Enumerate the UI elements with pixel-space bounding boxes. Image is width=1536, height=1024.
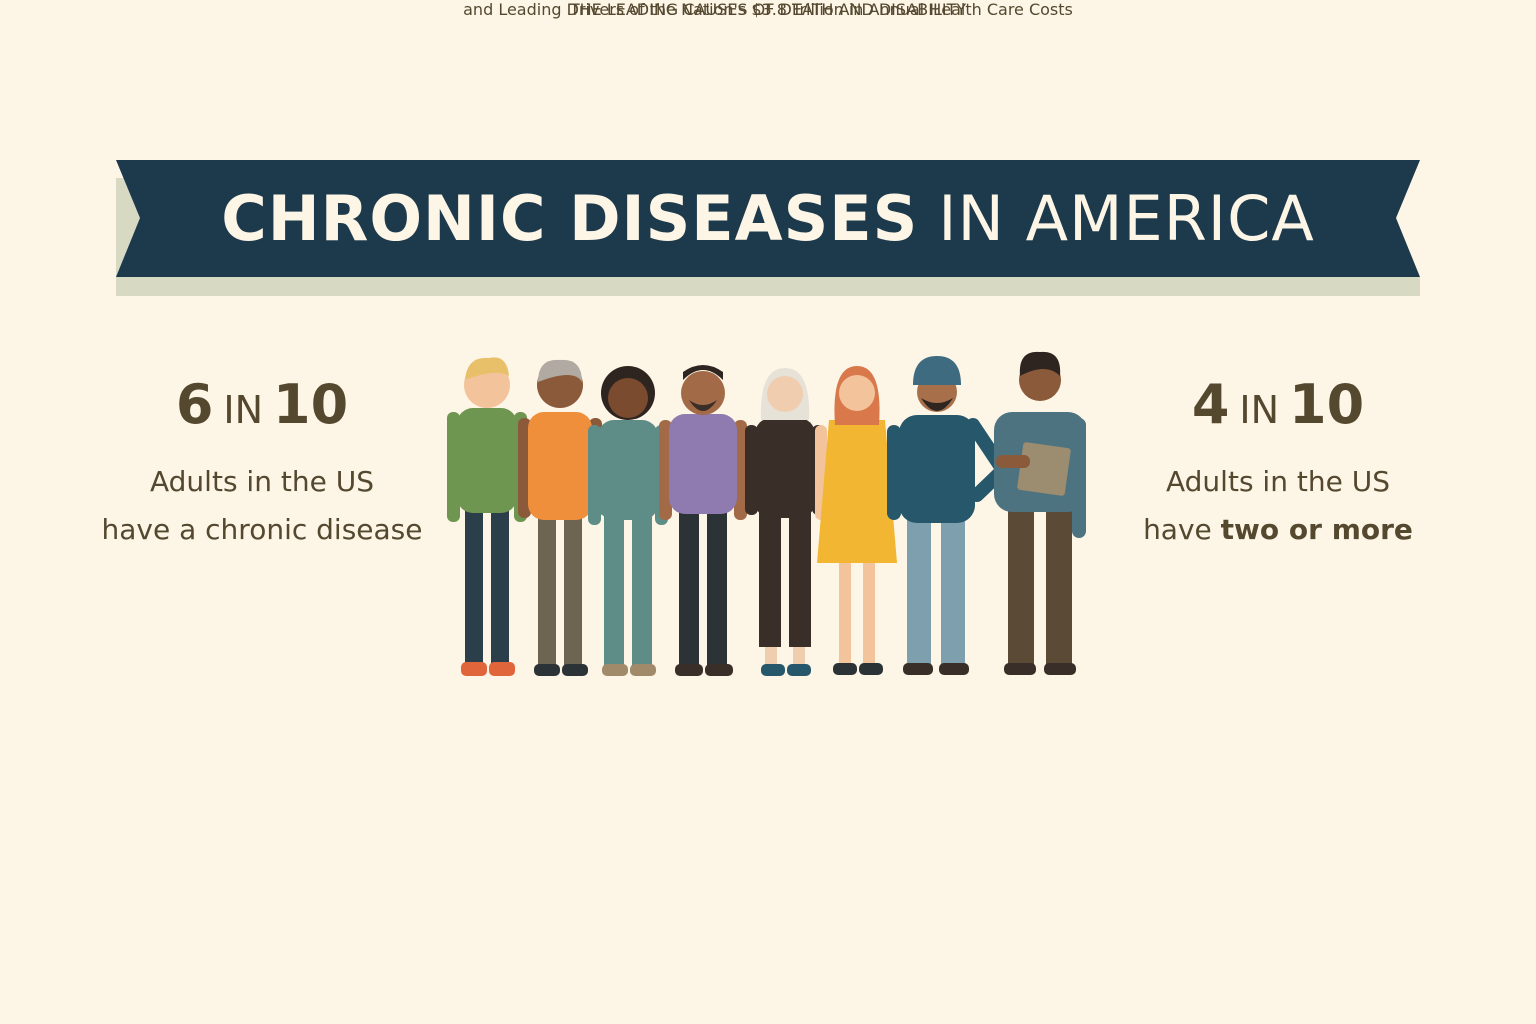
leg (839, 555, 851, 665)
footer-subline: and Leading Drivers of the Nation's $3.8… (463, 0, 1073, 19)
shoe (939, 663, 969, 675)
leg (1046, 505, 1072, 665)
stat-total: 10 (273, 373, 349, 436)
arm (518, 418, 531, 518)
arm (659, 420, 672, 520)
arm (887, 425, 901, 520)
stat-figure: 6 IN 10 (62, 378, 462, 432)
head (767, 376, 803, 412)
hair (538, 359, 582, 382)
torso (669, 414, 737, 514)
stat-connector: IN (1239, 388, 1280, 432)
shoe (630, 664, 656, 676)
stat-total: 10 (1289, 373, 1365, 436)
stat-text: have (1143, 513, 1212, 546)
shoe (903, 663, 933, 675)
clipboard (1017, 442, 1071, 496)
title-regular: IN AMERICA (938, 182, 1315, 255)
leg (1008, 505, 1034, 665)
head (608, 378, 648, 418)
shoe (761, 664, 785, 676)
hair (683, 365, 723, 380)
banner (116, 160, 1420, 277)
shoe (1004, 663, 1036, 675)
shoe (859, 663, 883, 675)
shoe (489, 662, 515, 676)
shoe (675, 664, 703, 676)
leg (907, 515, 931, 665)
stat-figure: 4 IN 10 (1078, 378, 1478, 432)
leg (789, 500, 811, 647)
arm (447, 412, 460, 522)
stat-right: 4 IN 10 Adults in the US have two or more (1078, 378, 1478, 554)
shoe (602, 664, 628, 676)
banner-shadow (116, 277, 1420, 296)
ankle (765, 647, 777, 665)
shoe (461, 662, 487, 676)
beard (689, 400, 717, 411)
ankle (793, 647, 805, 665)
stat-line: Adults in the US (1166, 465, 1390, 498)
person (588, 366, 668, 676)
arm (1072, 418, 1086, 538)
stat-line: Adults in the US (150, 465, 374, 498)
stat-emphasis: two or more (1220, 513, 1413, 546)
person (994, 351, 1086, 675)
shoe (787, 664, 811, 676)
stat-line: have a chronic disease (101, 513, 423, 546)
arm (745, 425, 758, 515)
stat-number: 4 (1191, 373, 1230, 436)
shoe (705, 664, 733, 676)
torso (755, 418, 815, 518)
person (745, 368, 825, 676)
leg (465, 505, 483, 665)
people (447, 351, 1086, 676)
beard (921, 398, 953, 411)
head (839, 375, 875, 411)
torso (899, 415, 975, 523)
leg (538, 515, 556, 667)
leg (679, 510, 699, 667)
stat-number: 6 (175, 373, 214, 436)
torso (457, 408, 517, 513)
leg (707, 510, 727, 667)
hair (1019, 351, 1061, 376)
leg (759, 500, 781, 647)
shoe (1044, 663, 1076, 675)
hair (465, 357, 509, 380)
title-bold: CHRONIC DISEASES (221, 182, 919, 255)
leg (604, 500, 624, 667)
leg (564, 515, 582, 667)
shoe (562, 664, 588, 676)
torso (598, 420, 658, 520)
leg (941, 515, 965, 665)
banner-title: CHRONIC DISEASES IN AMERICA (116, 160, 1420, 277)
stat-connector: IN (223, 388, 264, 432)
hand (996, 455, 1030, 468)
torso (528, 412, 592, 520)
shoe (833, 663, 857, 675)
shoe (534, 664, 560, 676)
stat-left: 6 IN 10 Adults in the US have a chronic di… (62, 378, 462, 554)
leg (491, 505, 509, 665)
person (659, 365, 747, 676)
arm (734, 420, 747, 520)
person (887, 356, 1013, 675)
stat-line: have two or more (1078, 506, 1478, 554)
dress (817, 420, 897, 563)
leg (863, 555, 875, 665)
footer-heading: THE LEADING CAUSES OF DEATH AND DISABILI… (569, 0, 967, 19)
leg (632, 500, 652, 667)
arm (588, 425, 601, 525)
turban (913, 356, 961, 385)
person (815, 366, 899, 675)
